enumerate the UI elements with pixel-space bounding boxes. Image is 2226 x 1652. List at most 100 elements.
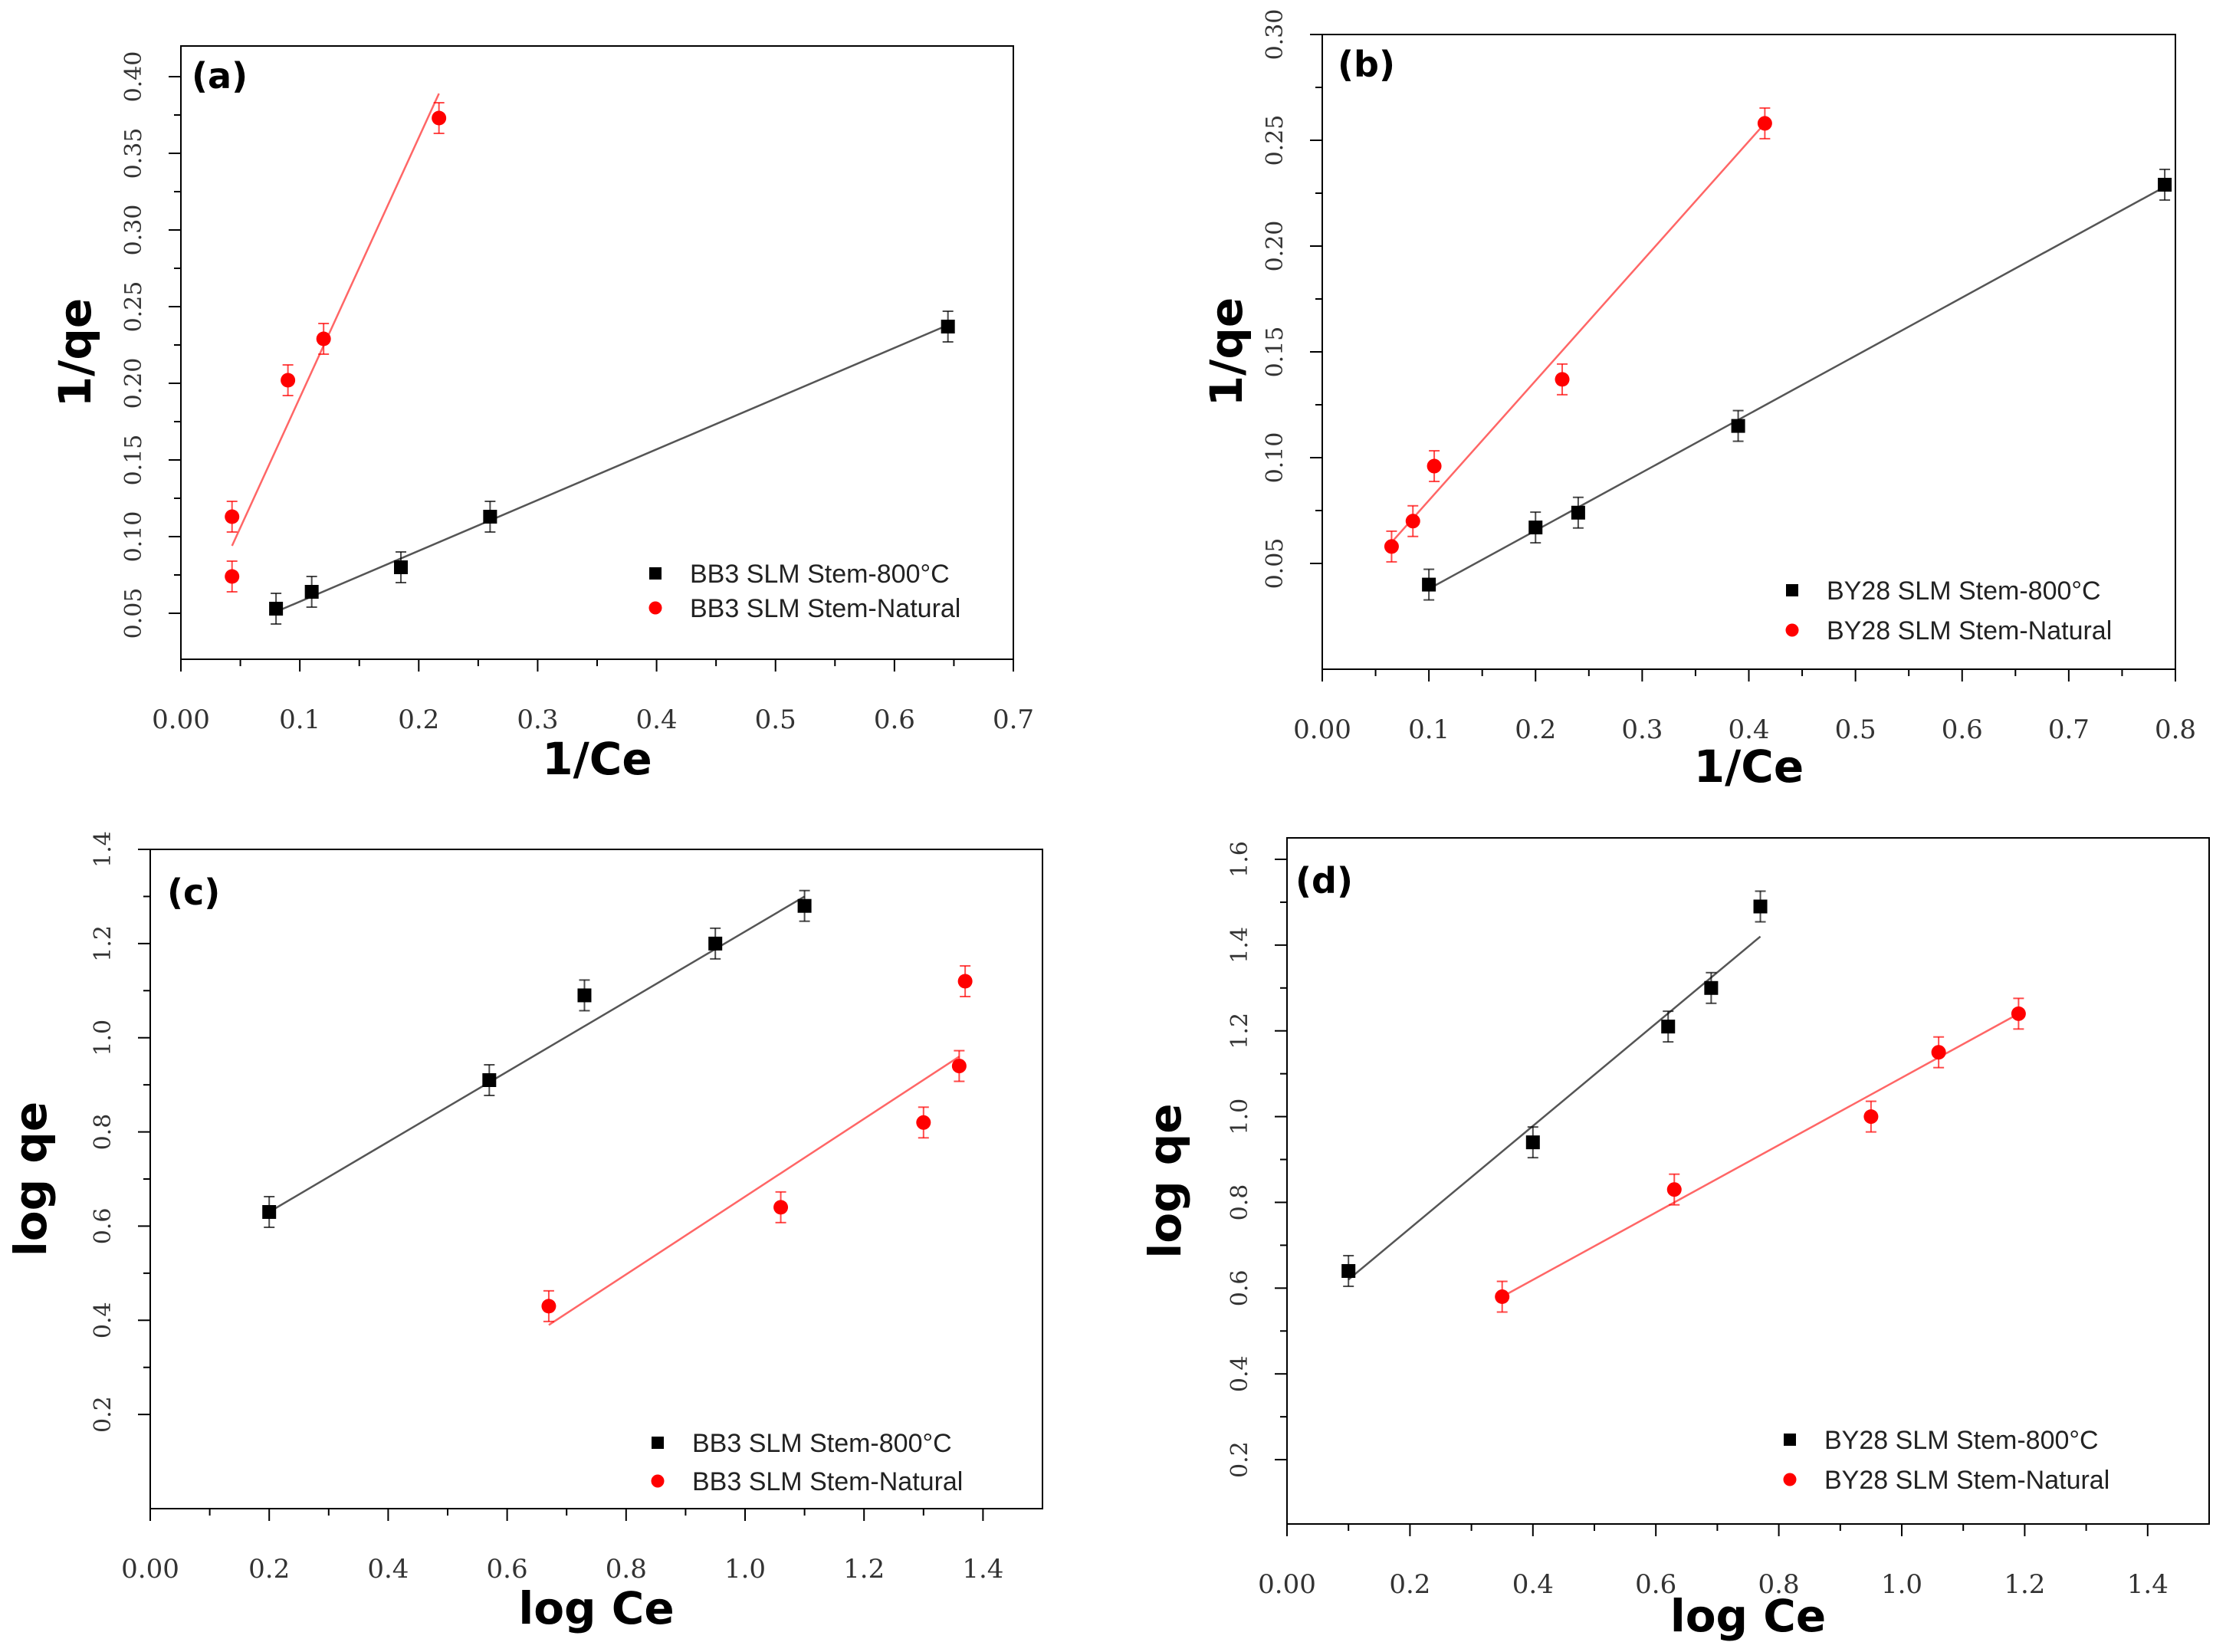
y-tick-label: 0.15	[120, 435, 147, 486]
y-axis-title: log qe	[5, 1102, 57, 1256]
y-tick-label: 1.0	[1226, 1099, 1253, 1135]
series-natural: BB3 SLM Stem-Natural	[225, 93, 960, 623]
data-point	[1495, 1289, 1510, 1305]
plot-frame	[149, 849, 1043, 1509]
x-tick-label: 0.1	[279, 704, 320, 735]
data-point	[1571, 505, 1585, 520]
legend-marker	[1786, 584, 1798, 596]
fit-line	[1502, 1013, 2019, 1298]
x-tick-label: 0.00	[121, 1554, 179, 1585]
y-tick-label: 1.4	[1226, 927, 1253, 964]
legend-marker	[652, 1437, 664, 1449]
x-tick-label: 0.00	[1293, 714, 1351, 745]
x-tick-label: 0.6	[1942, 714, 1983, 745]
x-tick-label: 0.6	[487, 1554, 528, 1585]
data-point	[483, 510, 497, 524]
data-point	[269, 602, 284, 616]
legend-marker	[648, 601, 662, 615]
y-tick-label: 0.15	[1262, 327, 1289, 378]
data-point	[1555, 372, 1570, 387]
y-tick-label: 0.10	[120, 511, 147, 563]
fit-line	[1428, 186, 2165, 590]
legend-label: BB3 SLM Stem-Natural	[692, 1467, 963, 1496]
data-point	[541, 1299, 556, 1314]
data-point	[951, 1059, 967, 1074]
data-point	[797, 898, 812, 913]
chart-panel-c: 0.00 0.2 0.4 0.6 0.8 1.0 1.2 1.4 0.2 0.4 0.6 0.8 1.0…	[5, 831, 1043, 1634]
y-tick-label: 0.20	[120, 358, 147, 409]
y-tick-label: 0.25	[1262, 115, 1289, 166]
x-tick-label: 0.5	[755, 704, 796, 735]
data-point	[2158, 177, 2172, 192]
x-tick-label: 1.4	[962, 1554, 1003, 1585]
data-point	[1427, 458, 1442, 474]
x-tick-label: 0.2	[398, 704, 439, 735]
data-point	[262, 1205, 277, 1219]
y-tick-label: 0.05	[120, 588, 147, 639]
legend-label: BY28 SLM Stem-800°C	[1827, 576, 2101, 606]
data-point	[1753, 899, 1768, 914]
data-point	[1666, 1182, 1682, 1197]
plot-frame	[1286, 837, 2210, 1525]
x-tick-label: 0.5	[1835, 714, 1876, 745]
y-tick-label: 0.6	[1226, 1269, 1253, 1306]
data-point	[304, 585, 319, 599]
x-axis-title: log Ce	[1670, 1590, 1826, 1642]
data-point	[1731, 419, 1745, 433]
chart-panel-a: 0.00 0.1 0.2 0.3 0.4 0.5 0.6 0.7 0.05 0.10 0.15 0.2…	[49, 45, 1034, 785]
x-tick-label: 0.1	[1408, 714, 1450, 745]
x-tick-label: 0.2	[248, 1554, 290, 1585]
series-natural: BB3 SLM Stem-Natural	[541, 965, 973, 1496]
legend-label: BB3 SLM Stem-800°C	[690, 560, 950, 589]
x-tick-label: 1.0	[724, 1554, 766, 1585]
panel-label: (c)	[167, 872, 220, 913]
y-tick-label: 0.20	[1262, 221, 1289, 272]
y-tick-label: 0.4	[1226, 1355, 1253, 1392]
legend-marker	[1783, 1473, 1797, 1486]
y-tick-label: 0.8	[90, 1114, 117, 1151]
x-tick-label: 1.2	[2004, 1569, 2045, 1600]
data-point	[773, 1200, 789, 1215]
data-point	[316, 331, 331, 346]
data-point	[577, 988, 592, 1003]
y-tick-label: 1.2	[1226, 1013, 1253, 1049]
legend-marker	[1784, 1434, 1796, 1446]
legend-label: BB3 SLM Stem-800°C	[692, 1429, 952, 1458]
y-tick-label: 0.4	[90, 1302, 117, 1338]
plot-frame	[1321, 34, 2176, 670]
fit-line	[1390, 123, 1766, 544]
y-tick-label: 0.8	[1226, 1184, 1253, 1221]
data-point	[916, 1115, 931, 1130]
data-point	[432, 110, 447, 126]
fit-line	[231, 93, 440, 547]
y-tick-label: 0.30	[120, 205, 147, 256]
legend-label: BB3 SLM Stem-Natural	[690, 594, 960, 623]
data-point	[1528, 521, 1543, 535]
x-tick-label: 1.2	[843, 1554, 885, 1585]
data-point	[941, 320, 955, 333]
data-point	[1704, 980, 1719, 995]
data-point	[708, 936, 723, 951]
x-tick-label: 0.8	[606, 1554, 647, 1585]
x-tick-label: 0.3	[1621, 714, 1663, 745]
legend-marker	[651, 1474, 665, 1488]
x-tick-label: 0.00	[1258, 1569, 1316, 1600]
x-tick-label: 1.4	[2127, 1569, 2169, 1600]
data-point	[482, 1073, 497, 1087]
x-tick-label: 0.3	[517, 704, 558, 735]
data-point	[1863, 1109, 1879, 1125]
y-tick-label: 0.35	[120, 128, 147, 179]
legend-marker	[649, 567, 662, 580]
x-tick-label: 0.6	[874, 704, 915, 735]
y-tick-label: 0.25	[120, 281, 147, 333]
y-tick-label: 1.4	[90, 831, 117, 868]
legend-label: BY28 SLM Stem-Natural	[1827, 616, 2112, 645]
data-point	[1405, 514, 1420, 529]
chart-panel-d: 0.00 0.2 0.4 0.6 0.8 1.0 1.2 1.4 0.2 0.4 0.6 0.8 1.0…	[1139, 837, 2210, 1642]
series-calcined: BB3 SLM Stem-800°C	[262, 889, 952, 1458]
y-tick-label: 1.0	[90, 1020, 117, 1056]
series-calcined: BY28 SLM Stem-800°C	[1422, 168, 2172, 606]
data-point	[394, 560, 409, 574]
panel-label: (a)	[192, 55, 248, 97]
legend-marker	[1785, 623, 1799, 637]
